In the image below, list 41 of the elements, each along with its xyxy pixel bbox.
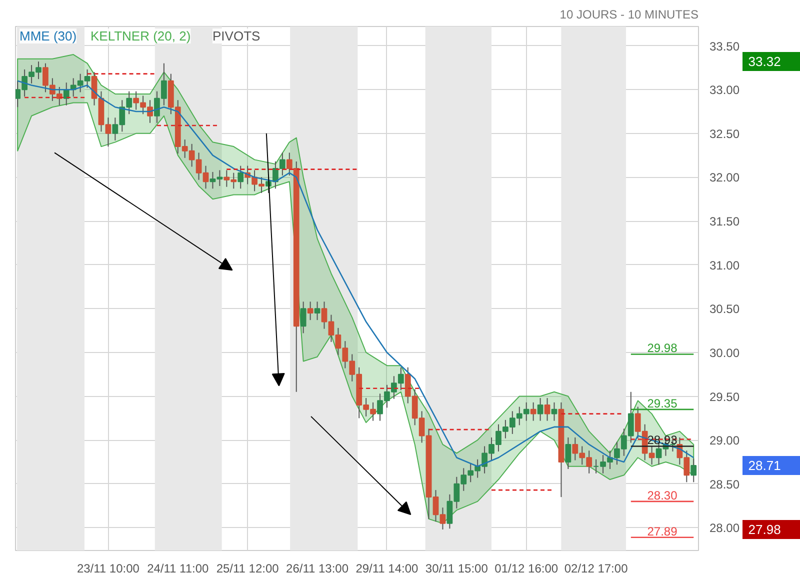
x-tick-label: 30/11 15:00 (425, 562, 488, 576)
y-tick-label: 32.00 (710, 170, 740, 185)
text: 28.71 (748, 458, 781, 474)
text: MME (30) (20, 28, 77, 44)
annotation: 28.30 (647, 488, 678, 502)
candlestick (565, 436, 572, 470)
annotation: 29.98 (647, 341, 678, 356)
x-tick-label: 23/11 10:00 (76, 562, 140, 576)
annotation: PIVOTS (212, 28, 261, 44)
x-tick-label: 02/12 17:00 (564, 562, 628, 576)
x-tick-label: 01/12 16:00 (494, 562, 558, 576)
annotation: KELTNER (20, 2) (90, 28, 191, 44)
candlestick (300, 301, 306, 334)
y-tick-label: 33.00 (710, 83, 740, 98)
annotation: 29.35 (647, 396, 678, 410)
candlestick (544, 398, 550, 422)
candlestick (551, 402, 558, 422)
x-tick-label: 25/11 12:00 (216, 562, 280, 576)
x-tick-label: 24/11 11:00 (147, 562, 210, 576)
y-tick-label: 29.00 (710, 434, 740, 448)
candlestick (307, 301, 314, 321)
y-tick-label: 33.50 (710, 39, 740, 54)
y-tick-label: 30.50 (710, 302, 740, 316)
y-tick-label: 28.00 (710, 521, 740, 536)
candlestick (314, 301, 320, 321)
candlestick (530, 402, 536, 422)
candlestick (537, 398, 544, 422)
y-tick-label: 28.50 (710, 477, 740, 492)
y-tick-label: 31.50 (710, 214, 740, 229)
y-tick-label: 32.50 (710, 126, 740, 141)
chart-subtitle: 10 JOURS - 10 MINUTES (560, 8, 699, 22)
text: 27.98 (748, 522, 781, 537)
y-tick-label: 29.50 (710, 390, 740, 404)
text: 33.32 (748, 54, 781, 70)
y-tick-label: 31.00 (710, 258, 740, 272)
x-tick-label: 29/11 14:00 (356, 562, 419, 576)
y-tick-label: 30.00 (710, 346, 740, 360)
candlestick (238, 165, 244, 190)
annotation: 27.89 (647, 524, 678, 538)
x-tick-label: 26/11 13:00 (286, 562, 349, 576)
candlestick (690, 458, 697, 483)
